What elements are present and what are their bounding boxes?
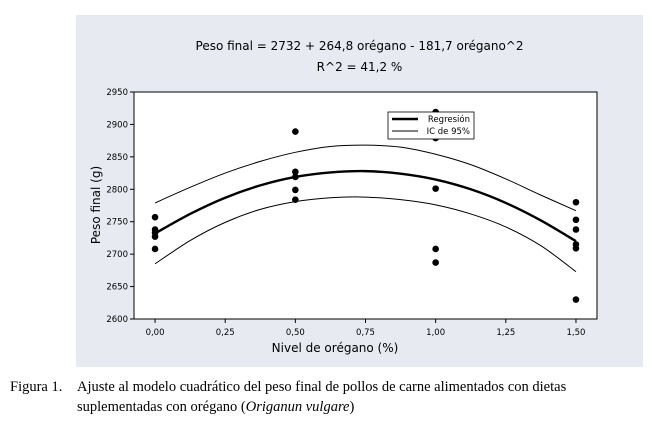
x-tick-label: 1,25 — [496, 328, 515, 338]
y-tick-label: 2750 — [106, 218, 128, 228]
y-tick-label: 2900 — [106, 120, 128, 130]
data-point — [151, 245, 159, 253]
x-tick-label: 0,75 — [356, 328, 375, 338]
figure-panel: Peso final = 2732 + 264,8 orégano - 181,… — [76, 15, 643, 367]
data-point — [151, 213, 159, 221]
caption-label: Figura 1. — [10, 379, 63, 395]
y-tick-label: 2650 — [106, 283, 128, 293]
regression-equation: Peso final = 2732 + 264,8 orégano - 181,… — [195, 39, 524, 53]
data-point — [572, 216, 580, 224]
y-axis: 2600 2650 2700 2750 2800 2850 2900 2950 — [106, 88, 134, 325]
ci-lower-line — [154, 196, 577, 273]
data-point — [292, 168, 299, 176]
y-axis-label: Peso final (g) — [89, 166, 103, 244]
plot-area — [133, 91, 598, 320]
x-tick-label: 0,25 — [216, 328, 235, 338]
caption-species: Origanun vulgare — [245, 399, 350, 415]
data-point — [432, 185, 439, 192]
y-tick-label: 2700 — [106, 250, 128, 260]
r-squared-label: R^2 = 41,2 % — [316, 60, 403, 74]
legend-box — [387, 111, 475, 140]
legend-ci-label: IC de 95% — [427, 127, 470, 137]
caption-text-main: Ajuste al modelo cuadrático del peso fin… — [77, 379, 567, 415]
y-tick-label: 2850 — [106, 153, 128, 163]
data-point — [432, 259, 439, 266]
y-tick-label: 2600 — [106, 315, 128, 325]
legend: Regresión IC de 95% — [387, 111, 475, 140]
caption-text-end: ) — [349, 399, 355, 415]
data-point — [572, 296, 580, 303]
x-axis: 0,00 0,25 0,50 0,75 1,00 1,25 1,50 — [146, 319, 585, 338]
data-points — [151, 108, 580, 303]
data-point — [151, 233, 159, 240]
data-point — [572, 245, 580, 252]
data-point — [292, 173, 299, 181]
x-tick-label: 0,00 — [146, 328, 165, 338]
y-tick-label: 2950 — [106, 88, 128, 98]
x-tick-label: 1,50 — [566, 328, 585, 338]
x-tick-label: 1,00 — [426, 328, 445, 338]
ci-upper-line — [154, 144, 577, 212]
x-axis-label: Nivel de orégano (%) — [272, 341, 399, 355]
data-point — [432, 245, 439, 253]
data-point — [292, 186, 299, 194]
y-tick-label: 2800 — [106, 185, 128, 195]
data-point — [292, 128, 299, 135]
data-point — [292, 196, 299, 203]
x-tick-label: 0,50 — [286, 328, 305, 338]
data-point — [572, 226, 580, 233]
data-point — [572, 198, 580, 206]
scatter-chart: 0,00 0,25 0,50 0,75 1,00 1,25 1,50 2600 2650 270… — [89, 88, 598, 355]
legend-regression-label: Regresión — [428, 114, 470, 125]
caption-text: Ajuste al modelo cuadrático del peso fin… — [77, 377, 649, 417]
regression-line — [154, 169, 577, 243]
